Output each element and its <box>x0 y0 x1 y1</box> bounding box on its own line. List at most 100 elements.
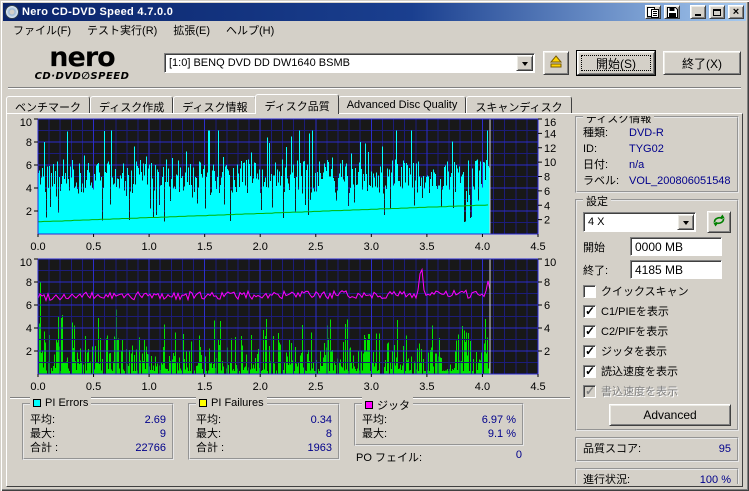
start-button[interactable]: 開始(S) <box>577 51 655 75</box>
report-button[interactable] <box>645 5 661 19</box>
checkbox-show-write-speed: 書込速度を表示 <box>583 383 731 399</box>
eject-icon <box>548 54 564 72</box>
pi-failures-title: PI Failures <box>211 397 264 409</box>
svg-text:0.5: 0.5 <box>86 381 101 393</box>
end-position-label: 終了: <box>583 264 609 277</box>
checkbox-box <box>583 384 596 398</box>
toolbar-separator <box>8 87 741 89</box>
exit-button[interactable]: 終了(X) <box>663 51 741 75</box>
eject-button[interactable] <box>543 51 569 75</box>
save-button[interactable] <box>664 5 680 19</box>
svg-text:4.5: 4.5 <box>530 381 545 393</box>
disc-type-label: 種類: <box>583 127 609 139</box>
speed-select[interactable]: 4 X <box>583 212 696 232</box>
maximize-icon <box>713 8 721 16</box>
svg-text:8: 8 <box>544 172 550 184</box>
end-position-field[interactable] <box>630 260 722 279</box>
refresh-button[interactable] <box>707 211 731 233</box>
menu-bar: ファイル(F) テスト実行(R) 拡張(E) ヘルプ(H) <box>3 21 746 40</box>
menu-file[interactable]: ファイル(F) <box>13 25 72 37</box>
tab-benchmark[interactable]: ベンチマーク <box>6 96 90 114</box>
svg-text:4.0: 4.0 <box>475 241 490 253</box>
svg-text:2: 2 <box>544 215 550 227</box>
svg-text:0.5: 0.5 <box>86 241 101 253</box>
checkbox-label: C1/PIEを表示 <box>601 306 669 318</box>
advanced-button[interactable]: Advanced <box>609 404 731 426</box>
brand-subtitle: CD·DVD∅SPEED <box>34 71 130 82</box>
checkbox-label: 読込速度を表示 <box>601 366 678 378</box>
checkbox-quick-scan[interactable]: クイックスキャン <box>583 283 731 299</box>
pi-errors-chart-container: 2 4 6 8 10 2 4 6 8 10 12 14 16 0.0 0.5 1.0 1.5 2.0 2.5 3.0 3… <box>10 116 570 256</box>
floppy-icon <box>666 6 678 18</box>
stat-row: 平均: 0.34 <box>196 414 332 426</box>
quality-score-label: 品質スコア: <box>583 443 642 455</box>
jitter-stats: ジッタ 平均: 6.97 % 最大: 9.1 % <box>354 397 524 446</box>
checkbox-label: 書込速度を表示 <box>601 386 678 398</box>
start-position-label: 開始 <box>583 241 605 254</box>
checkbox-box[interactable] <box>583 324 596 338</box>
pi-errors-stats: PI Errors 平均: 2.69 最大: 9 合計 :22766 <box>22 397 174 460</box>
drive-select[interactable]: [1:0] BENQ DVD DD DW1640 BSMB <box>164 53 535 73</box>
tab-scan-disc[interactable]: スキャンディスク <box>466 96 572 114</box>
checkbox-box[interactable] <box>583 304 596 318</box>
quality-score-panel: 品質スコア: 95 <box>575 437 739 462</box>
svg-text:4: 4 <box>544 200 550 212</box>
disc-label-label: ラベル: <box>583 175 620 187</box>
stats-row: PI Errors 平均: 2.69 最大: 9 合計 :22766 PI Fail… <box>22 397 570 465</box>
svg-text:0.0: 0.0 <box>30 241 45 253</box>
svg-text:1.5: 1.5 <box>197 381 212 393</box>
tab-disc-info[interactable]: ディスク情報 <box>173 96 257 114</box>
disc-date-value: n/a <box>629 159 645 171</box>
start-position-field[interactable] <box>630 237 722 256</box>
side-panels: ディスク情報 種類: DVD-R ID: TYG02 日付: n/a ラベル: VOL_… <box>575 116 739 484</box>
settings-title: 設定 <box>583 193 611 209</box>
stats-separator <box>10 397 570 399</box>
svg-text:2.0: 2.0 <box>253 381 268 393</box>
menu-help[interactable]: ヘルプ(H) <box>226 25 275 37</box>
tab-disc-quality[interactable]: ディスク品質 <box>255 94 339 114</box>
minimize-button[interactable] <box>690 5 706 19</box>
checkbox-show-read-speed[interactable]: 読込速度を表示 <box>583 363 731 379</box>
close-button[interactable]: × <box>728 5 744 19</box>
drive-select-dropdown-button[interactable] <box>516 55 533 71</box>
pi-failures-swatch <box>199 399 207 407</box>
charts-area: 2 4 6 8 10 2 4 6 8 10 12 14 16 0.0 0.5 1.0 1.5 2.0 2.5 3.0 3… <box>10 116 570 484</box>
svg-text:10: 10 <box>20 257 32 269</box>
svg-text:6: 6 <box>544 300 550 312</box>
svg-text:2.5: 2.5 <box>308 381 323 393</box>
svg-text:2.5: 2.5 <box>308 241 323 253</box>
po-failures-label: PO フェイル: <box>356 452 423 464</box>
svg-text:1.5: 1.5 <box>197 241 212 253</box>
checkbox-show-c2-pif[interactable]: C2/PIFを表示 <box>583 323 731 339</box>
checkbox-box[interactable] <box>583 344 596 358</box>
checkbox-label: ジッタを表示 <box>601 346 667 358</box>
progress-value: 100 % <box>699 474 731 484</box>
checkbox-show-jitter[interactable]: ジッタを表示 <box>583 343 731 359</box>
refresh-icon <box>712 214 726 230</box>
disc-id-value: TYG02 <box>629 143 664 155</box>
tab-advanced-disc-quality[interactable]: Advanced Disc Quality <box>337 96 467 113</box>
menu-run-test[interactable]: テスト実行(R) <box>87 25 158 37</box>
svg-text:8: 8 <box>544 277 550 289</box>
brand-name: nero <box>49 42 115 73</box>
stat-row: 合計 :22766 <box>30 442 166 454</box>
chevron-down-icon <box>682 220 689 228</box>
tab-create-disc[interactable]: ディスク作成 <box>90 96 174 114</box>
svg-text:1.0: 1.0 <box>141 241 156 253</box>
menu-extra[interactable]: 拡張(E) <box>173 25 210 37</box>
jitter-swatch <box>365 401 373 409</box>
checkbox-box[interactable] <box>583 284 596 298</box>
svg-text:6: 6 <box>26 300 32 312</box>
checkbox-show-c1-pie[interactable]: C1/PIEを表示 <box>583 303 731 319</box>
svg-text:2: 2 <box>26 346 32 358</box>
checkbox-label: クイックスキャン <box>601 286 689 298</box>
disc-info-panel: ディスク情報 種類: DVD-R ID: TYG02 日付: n/a ラベル: VOL_… <box>575 116 739 193</box>
maximize-button[interactable] <box>709 5 725 19</box>
speed-select-dropdown-button[interactable] <box>677 214 694 230</box>
checkbox-label: C2/PIFを表示 <box>601 326 669 338</box>
svg-text:4: 4 <box>26 323 32 335</box>
toolbar: nero CD·DVD∅SPEED [1:0] BENQ DVD DD DW16… <box>3 40 746 86</box>
checkbox-box[interactable] <box>583 364 596 378</box>
svg-text:2: 2 <box>544 346 550 358</box>
